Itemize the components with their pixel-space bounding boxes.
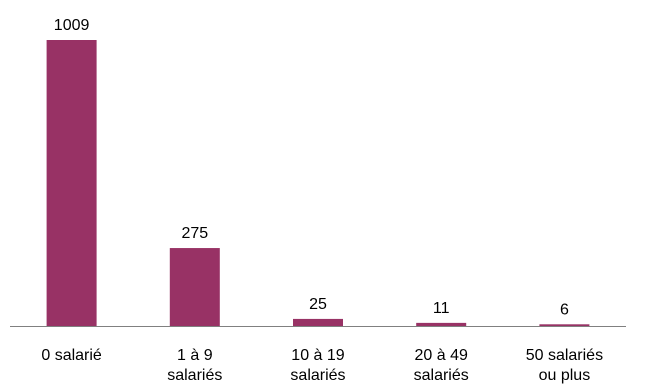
bar-1 <box>169 248 220 326</box>
category-label-3: 20 à 49 salariés <box>414 347 469 384</box>
value-label-2: 25 <box>309 296 327 313</box>
category-label-4-line-1: ou plus <box>539 367 591 384</box>
category-label-2: 10 à 19 salariés <box>290 347 345 384</box>
value-labels-group: 1009 275 25 11 6 <box>54 17 569 318</box>
bars-group <box>46 40 590 326</box>
category-label-1-line-1: salariés <box>167 367 222 384</box>
value-label-0: 1009 <box>54 17 90 34</box>
category-label-4: 50 salariés ou plus <box>526 347 603 384</box>
category-label-1-line-0: 1 à 9 <box>177 347 213 364</box>
category-label-2-line-0: 10 à 19 <box>291 347 344 364</box>
bar-0 <box>46 40 97 326</box>
value-label-4: 6 <box>560 301 569 318</box>
value-label-1: 275 <box>181 225 208 242</box>
category-label-0-line-0: 0 salarié <box>41 347 102 364</box>
value-label-3: 11 <box>433 300 450 317</box>
category-label-3-line-0: 20 à 49 <box>415 347 468 364</box>
bar-2 <box>293 318 343 326</box>
bar-3 <box>416 322 467 326</box>
category-label-4-line-0: 50 salariés <box>526 347 603 364</box>
category-label-1: 1 à 9 salariés <box>167 347 222 384</box>
bar-4 <box>539 324 590 326</box>
category-label-3-line-1: salariés <box>414 367 469 384</box>
category-label-0: 0 salarié <box>41 347 102 364</box>
category-label-2-line-1: salariés <box>290 367 345 384</box>
